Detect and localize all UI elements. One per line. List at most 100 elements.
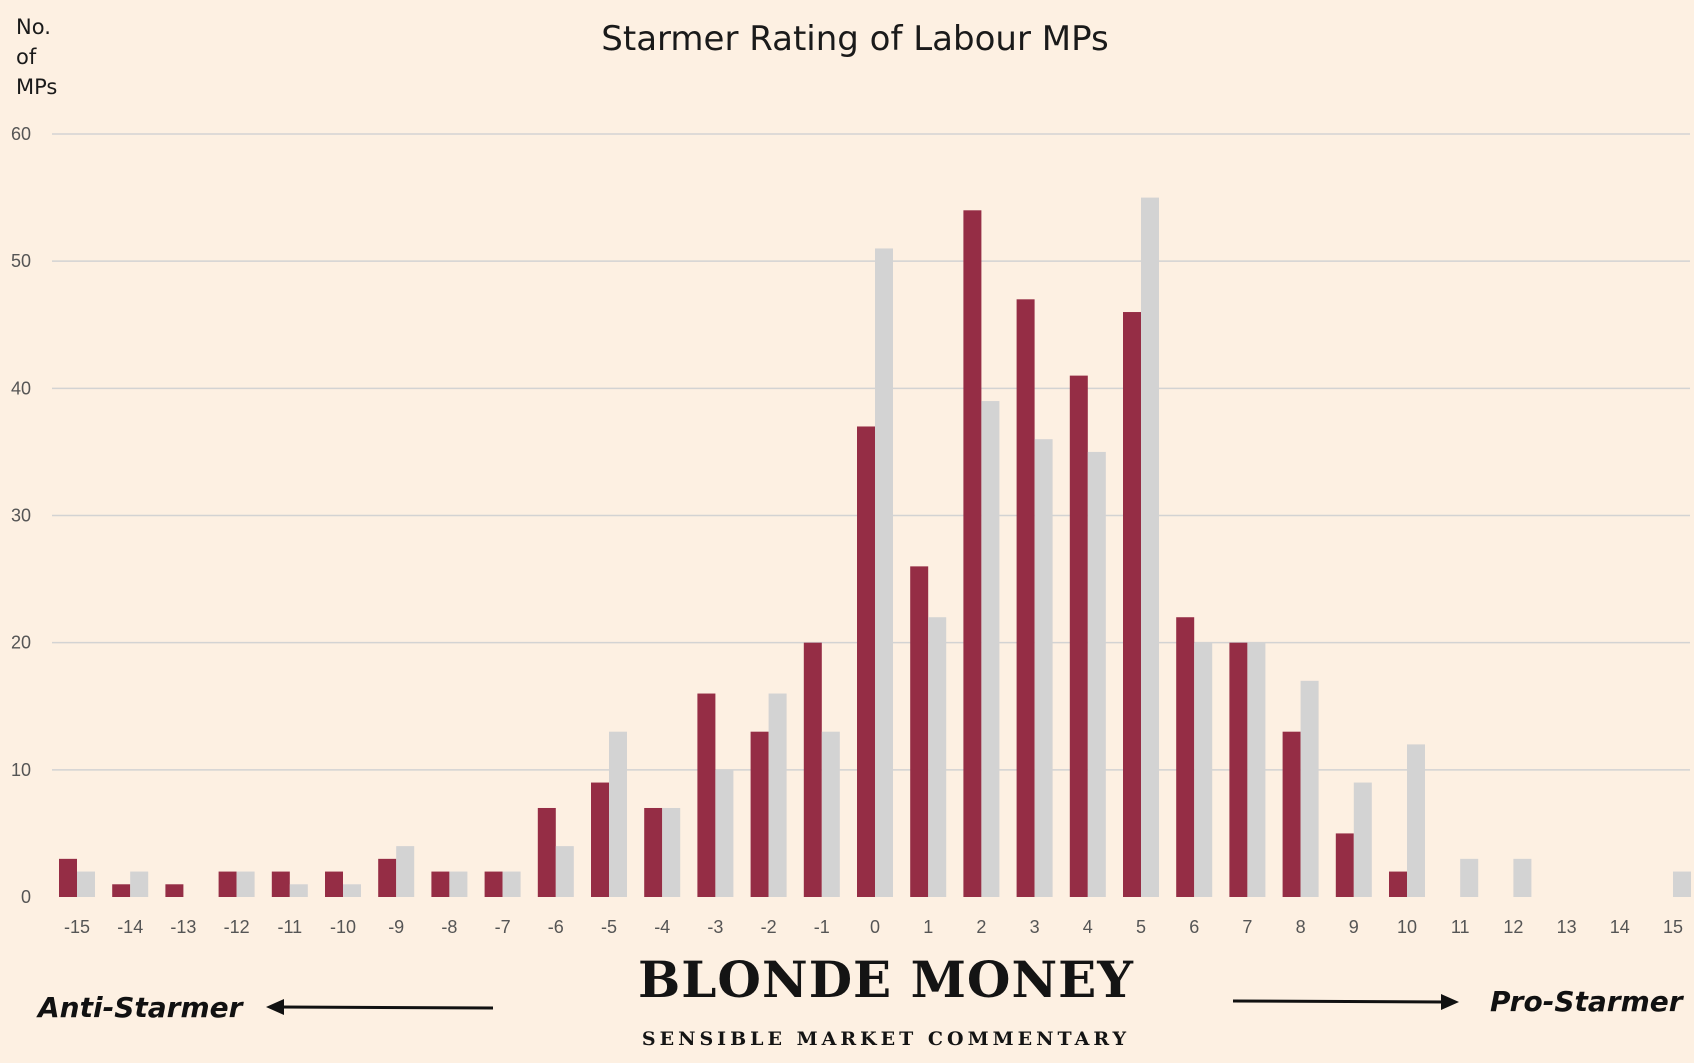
bar-series-1-6 [1176, 617, 1195, 897]
bar-series-2-7 [1247, 642, 1266, 897]
bar-series-2-8 [1300, 680, 1319, 897]
bar-series-2--10 [343, 884, 361, 897]
bar-series-2-0 [875, 248, 893, 897]
bar-series-2-9 [1353, 782, 1372, 897]
right-arrow-icon [1232, 994, 1459, 1010]
bar-series-1--9 [378, 858, 397, 897]
y-tick-label: 0 [21, 887, 31, 907]
bar-series-2-10 [1407, 744, 1425, 897]
bar-series-2--3 [715, 769, 734, 897]
bar-series-1--8 [431, 871, 450, 897]
y-axis-ticks: 0 10 20 30 40 50 60 [11, 124, 31, 907]
bar-series-1--4 [644, 807, 663, 897]
bar-series-1--14 [112, 884, 131, 897]
x-tick-label: 7 [1242, 917, 1252, 937]
bar-series-1-3 [1016, 299, 1035, 898]
bar-series-1-9 [1335, 833, 1354, 897]
bar-series-2-3 [1034, 439, 1053, 897]
x-axis-ticks: -15 -14 -13 -12 -11 -10 -9 -8 -7 -6 -5 -4 -3 -2 -1 0 1 2 3… [64, 917, 1683, 937]
y-tick-label: 10 [11, 760, 31, 780]
x-tick-label: 12 [1503, 917, 1523, 937]
bar-series-2-5 [1141, 197, 1159, 898]
y-axis-label-line-2: of [16, 45, 37, 69]
bar-series-1--3 [697, 693, 716, 897]
bar-series-1-4 [1069, 375, 1088, 897]
x-tick-label: -2 [761, 917, 777, 937]
bar-series-2--8 [449, 871, 468, 897]
x-tick-label: 6 [1189, 917, 1199, 937]
x-tick-label: 10 [1397, 917, 1417, 937]
brand-tagline: SENSIBLE MARKET COMMENTARY [642, 1028, 1130, 1050]
bar-series-2--5 [609, 731, 627, 897]
bar-series-1--12 [218, 871, 237, 897]
x-tick-label: 15 [1663, 917, 1683, 937]
y-tick-label: 20 [11, 633, 31, 653]
bar-series-1-8 [1282, 731, 1301, 897]
bar-series-2-2 [981, 401, 1000, 897]
x-tick-label: -13 [170, 917, 196, 937]
y-axis-label-line-1: No. [16, 15, 51, 39]
pro-starmer-label: Pro-Starmer [1490, 985, 1685, 1018]
x-tick-label: -10 [330, 917, 356, 937]
bar-series-2-4 [1087, 451, 1106, 897]
bar-series-2--7 [502, 871, 521, 897]
bar-series-2-1 [928, 617, 947, 897]
x-tick-label: -4 [654, 917, 670, 937]
left-arrow-icon [266, 999, 494, 1015]
bar-series-2--4 [662, 807, 681, 897]
x-tick-label: -6 [548, 917, 564, 937]
brand-name: BLONDE MONEY [638, 950, 1134, 1009]
x-tick-label: 14 [1610, 917, 1630, 937]
bar-series-1--10 [325, 871, 343, 897]
bar-series-2--9 [396, 846, 415, 897]
bar-series-2--2 [768, 693, 787, 897]
x-tick-label: -1 [814, 917, 830, 937]
x-tick-label: -15 [64, 917, 90, 937]
bar-series-1--2 [750, 731, 769, 897]
bar-series-1-1 [910, 566, 929, 897]
y-tick-label: 40 [11, 378, 31, 398]
bar-series-2--11 [289, 884, 308, 897]
bar-series-1--5 [591, 782, 609, 897]
y-tick-label: 60 [11, 124, 31, 144]
bar-series-1--11 [271, 871, 290, 897]
anti-starmer-label: Anti-Starmer [36, 991, 245, 1024]
y-tick-label: 30 [11, 506, 31, 526]
bars [59, 197, 1691, 898]
bar-series-2-12 [1513, 858, 1532, 897]
bar-series-1-0 [857, 426, 875, 897]
x-tick-label: 2 [976, 917, 986, 937]
x-tick-label: 8 [1296, 917, 1306, 937]
x-tick-label: 4 [1083, 917, 1093, 937]
x-tick-label: -3 [707, 917, 723, 937]
x-tick-label: 11 [1451, 917, 1470, 937]
bar-series-1-7 [1229, 642, 1248, 897]
x-tick-label: 9 [1349, 917, 1359, 937]
x-tick-label: -7 [495, 917, 511, 937]
x-tick-label: -5 [601, 917, 617, 937]
x-tick-label: 0 [870, 917, 880, 937]
bar-series-1--6 [537, 807, 556, 897]
bar-series-1--13 [165, 884, 184, 897]
bar-series-2--1 [821, 731, 840, 897]
chart-title: Starmer Rating of Labour MPs [601, 19, 1108, 59]
x-tick-label: 1 [923, 917, 933, 937]
x-tick-label: -8 [441, 917, 457, 937]
x-tick-label: 5 [1136, 917, 1146, 937]
bar-series-1-10 [1389, 871, 1407, 897]
bar-series-1--7 [484, 871, 503, 897]
bar-series-1-2 [963, 210, 982, 898]
x-tick-label: 13 [1557, 917, 1577, 937]
x-tick-label: 3 [1030, 917, 1040, 937]
bar-series-1-5 [1123, 312, 1141, 897]
bar-series-2--15 [77, 871, 95, 897]
bar-series-2--12 [236, 871, 255, 897]
bar-series-2-15 [1673, 871, 1691, 897]
x-tick-label: -12 [224, 917, 250, 937]
y-axis-label-line-3: MPs [16, 75, 57, 99]
bar-series-2-6 [1194, 642, 1213, 897]
x-tick-label: -9 [388, 917, 404, 937]
bar-series-2--6 [555, 846, 574, 897]
bar-series-1--1 [803, 642, 822, 897]
